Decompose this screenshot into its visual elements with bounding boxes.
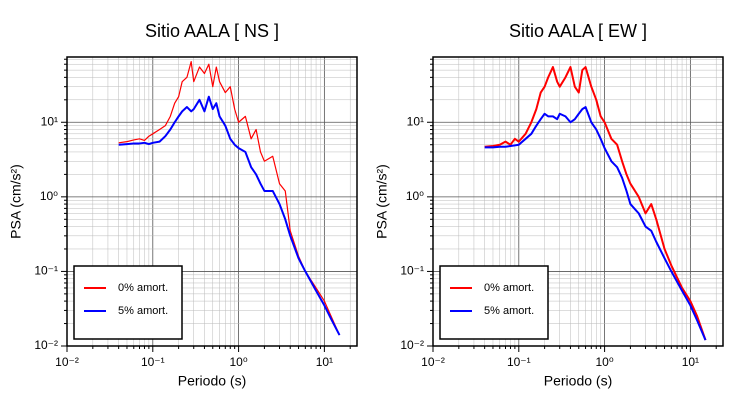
- x-tick-label: 10⁻²: [55, 355, 79, 369]
- y-tick-label: 10⁻¹: [400, 264, 424, 278]
- plot-frame: [66, 56, 358, 347]
- y-tick-label: 10⁻²: [400, 338, 424, 352]
- x-axis-label: Periodo (s): [178, 373, 246, 389]
- series-line: [118, 61, 341, 336]
- x-axis-label: Periodo (s): [544, 373, 612, 389]
- legend-box: [73, 265, 183, 340]
- x-tick-label: 10¹: [682, 355, 699, 369]
- legend-label: 0% amort.: [484, 282, 534, 294]
- y-tick-label: 10¹: [41, 114, 58, 128]
- series-line: [484, 66, 707, 341]
- plot: 10⁻² 10⁻¹ 10⁰ 10¹ 10⁻² 10⁻¹ 10⁰ 10¹ Sitio AALA […: [8, 21, 358, 389]
- y-tick-label: 10⁰: [40, 189, 58, 203]
- plot-frame: [432, 56, 724, 347]
- legend-box: [439, 265, 549, 340]
- y-tick-label: 10⁻¹: [34, 264, 58, 278]
- legend-label: 5% amort.: [484, 305, 534, 317]
- title: Sitio AALA [ EW ]: [509, 21, 647, 41]
- x-tick-label: 10¹: [316, 355, 333, 369]
- series-line: [118, 95, 341, 336]
- x-tick-label: 10⁰: [230, 355, 248, 369]
- legend-label: 5% amort.: [118, 305, 168, 317]
- y-tick-label: 10¹: [407, 114, 424, 128]
- x-tick-label: 10⁻²: [421, 355, 445, 369]
- x-tick-label: 10⁻¹: [141, 355, 165, 369]
- legend-label: 0% amort.: [118, 282, 168, 294]
- title: Sitio AALA [ NS ]: [145, 21, 279, 41]
- y-axis-label: PSA (cm/s²): [374, 164, 390, 239]
- y-tick-label: 10⁻²: [34, 338, 58, 352]
- x-tick-label: 10⁰: [596, 355, 614, 369]
- y-axis-label: PSA (cm/s²): [8, 164, 24, 239]
- y-tick-label: 10⁰: [406, 189, 424, 203]
- plot: 10⁻² 10⁻¹ 10⁰ 10¹ 10⁻² 10⁻¹ 10⁰ 10¹ Sitio AALA […: [374, 21, 724, 389]
- series-line: [484, 106, 707, 341]
- x-tick-label: 10⁻¹: [507, 355, 531, 369]
